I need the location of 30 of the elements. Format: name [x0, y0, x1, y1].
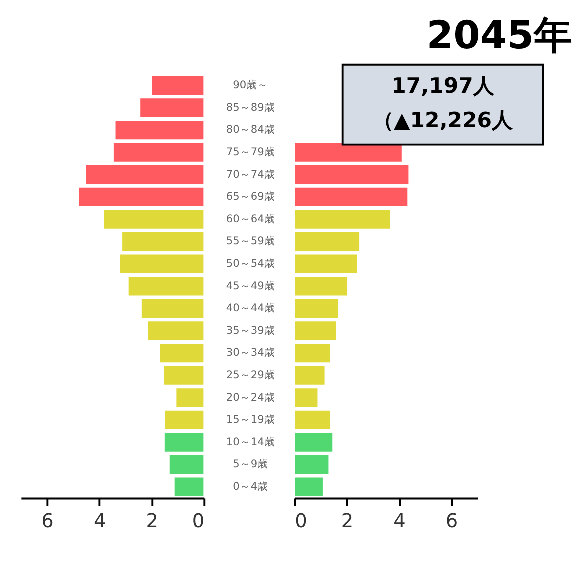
y-tick-label: 65～69歳 [226, 190, 276, 204]
y-tick-label: 90歳～ [233, 78, 269, 92]
y-tick-label: 60～64歳 [226, 212, 276, 226]
y-tick-label: 50～54歳 [226, 256, 276, 270]
x-tick-label: 0 [295, 510, 308, 533]
x-tick-label: 6 [446, 510, 458, 533]
y-tick-label: 85～89歳 [226, 100, 276, 114]
x-tick-label: 4 [94, 510, 106, 533]
x-tick-label: 0 [192, 510, 205, 533]
y-tick-label: 45～49歳 [226, 279, 276, 292]
y-tick-label: 55～59歳 [226, 234, 276, 248]
y-tick-label: 35～39歳 [226, 324, 276, 337]
chart-title: 2045年 [426, 14, 573, 59]
y-tick-label: 75～79歳 [226, 145, 276, 158]
annotation: （▲12,226人 [373, 107, 514, 132]
annotation: 17,197人 [392, 72, 496, 98]
x-tick-label: 2 [341, 510, 354, 533]
y-tick-label: 0～4歳 [233, 480, 269, 493]
y-tick-label: 20～24歳 [226, 390, 276, 404]
y-tick-label: 15～19歳 [226, 413, 276, 426]
y-tick-label: 5～9歳 [233, 458, 269, 471]
y-tick-label: 25～29歳 [226, 368, 276, 382]
y-tick-label: 70～74歳 [226, 168, 276, 181]
y-tick-label: 80～84歳 [226, 123, 276, 136]
x-tick-label: 6 [42, 510, 54, 533]
y-tick-label: 30～34歳 [226, 346, 276, 360]
x-tick-label: 2 [146, 510, 158, 533]
x-tick-label: 4 [394, 510, 406, 533]
y-tick-label: 40～44歳 [226, 302, 276, 315]
y-tick-label: 10～14歳 [226, 435, 276, 448]
